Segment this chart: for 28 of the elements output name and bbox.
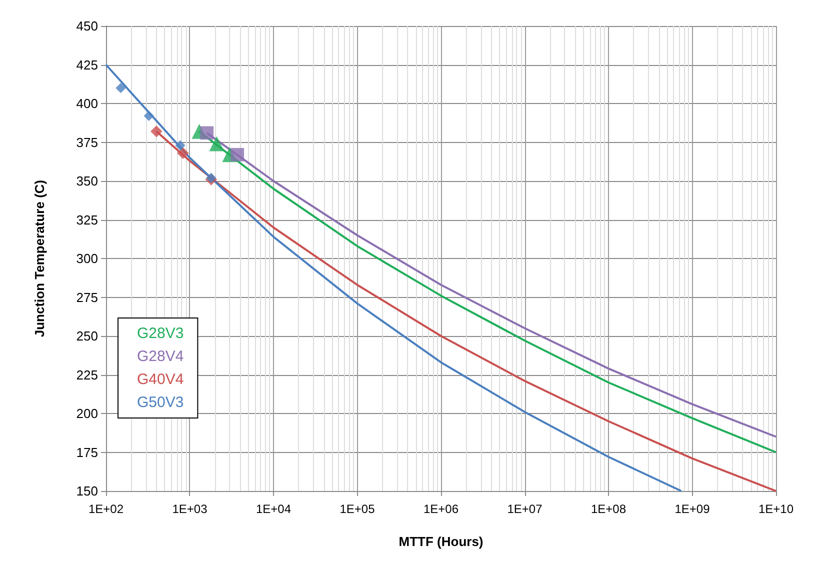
- y-tick-label: 275: [76, 290, 98, 305]
- text: G50V3: [137, 394, 184, 411]
- y-tick-label: 300: [76, 251, 98, 266]
- y-axis-title: Junction Temperature (C): [32, 180, 47, 338]
- y-tick-label: 450: [76, 18, 98, 34]
- text: G40V4: [137, 371, 184, 388]
- x-axis-title: MTTF (Hours): [398, 534, 484, 549]
- x-tick-label: 1E+05: [340, 502, 376, 516]
- text: G28V4: [137, 348, 184, 365]
- x-tick-label: 1E+04: [256, 502, 292, 516]
- y-tick-label: 350: [76, 174, 98, 188]
- x-tick-label: 1E+10: [758, 502, 794, 516]
- y-tick-label: 200: [76, 406, 98, 421]
- x-tick-label: 1E+06: [423, 502, 459, 516]
- x-tick-label: 1E+07: [507, 502, 543, 516]
- text: G28V3: [137, 325, 184, 342]
- x-tick-label: 1E+03: [172, 502, 208, 516]
- y-tick-label: 175: [76, 444, 98, 460]
- y-tick-label: 425: [76, 57, 98, 72]
- y-tick-label: 325: [76, 212, 98, 228]
- x-tick-label: 1E+09: [674, 502, 710, 516]
- y-tick-label: 150: [76, 484, 98, 498]
- y-tick-label: 400: [76, 96, 98, 111]
- y-tick-label: 250: [76, 328, 98, 344]
- y-tick-label: 375: [76, 134, 98, 150]
- y-tick-label: 225: [76, 367, 98, 382]
- x-tick-label: 1E+08: [590, 502, 626, 516]
- x-tick-label: 1E+02: [88, 502, 124, 516]
